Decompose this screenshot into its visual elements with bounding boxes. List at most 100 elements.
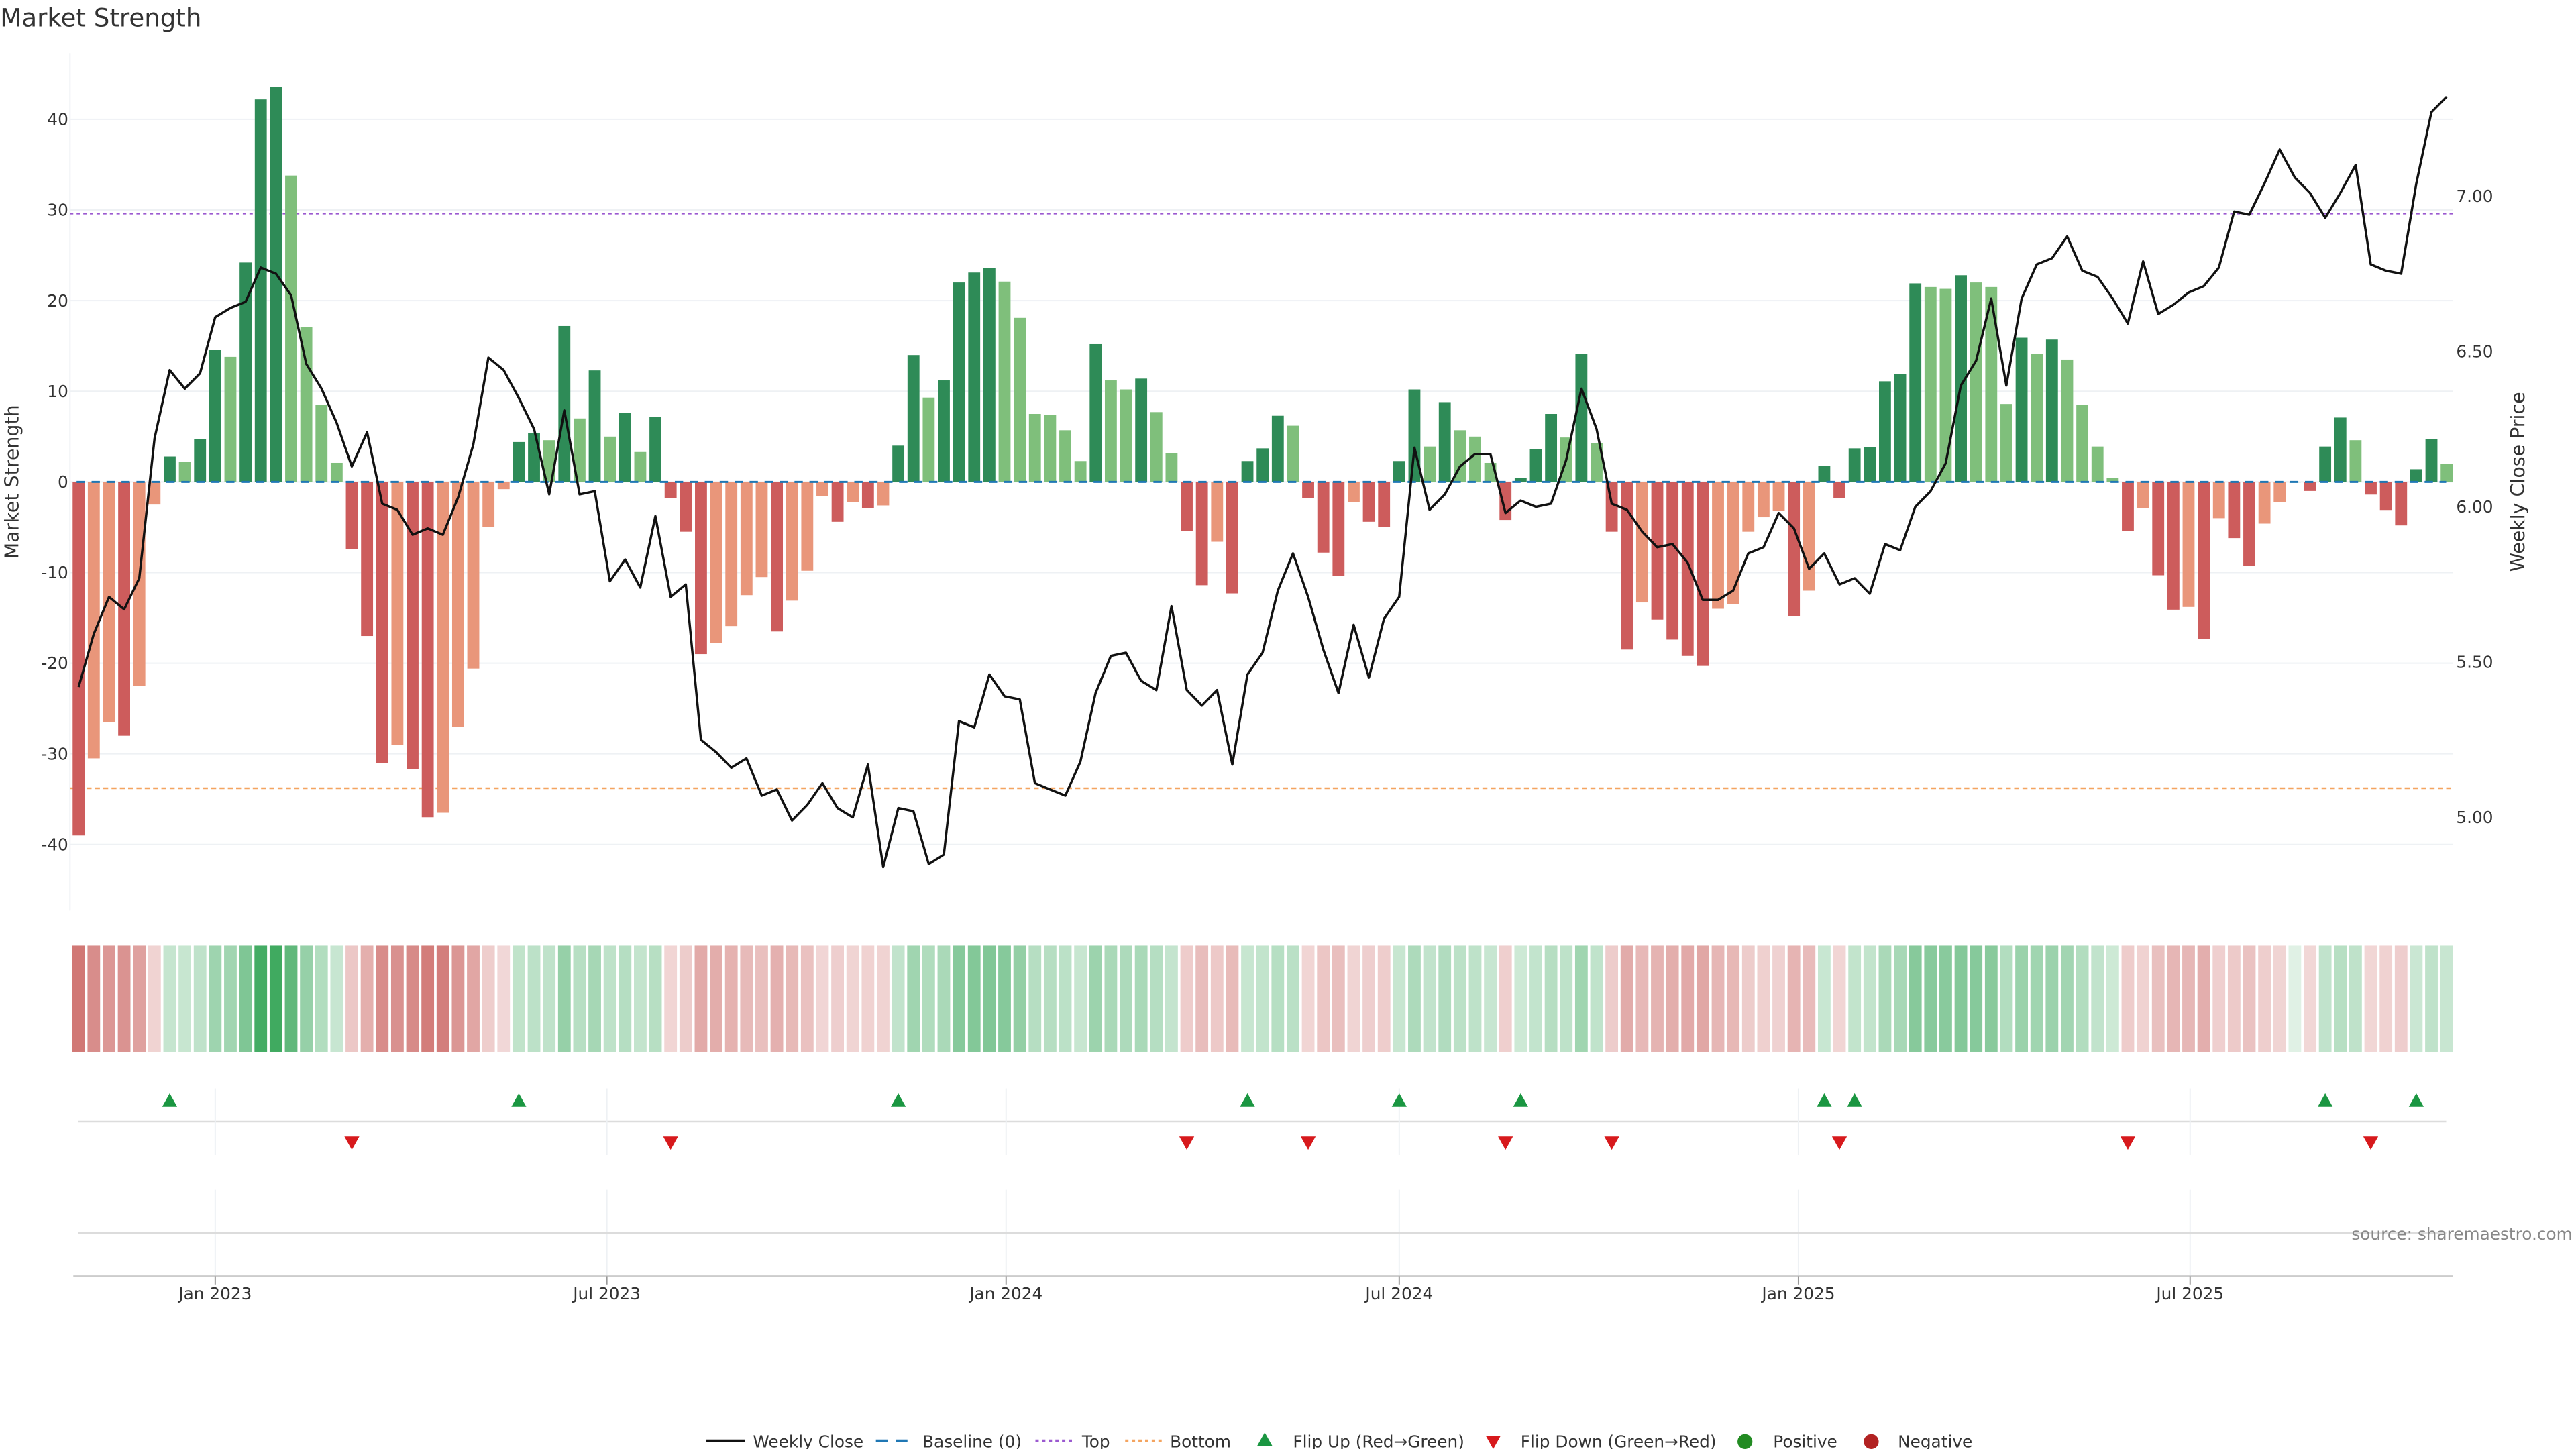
strength-bar (1788, 482, 1801, 616)
strength-bar (178, 462, 191, 482)
legend-negative-icon (1864, 1434, 1879, 1449)
heatmap-cell (224, 945, 237, 1052)
strength-bar (695, 482, 707, 655)
heatmap-cell (1453, 945, 1466, 1052)
strength-bar (1104, 380, 1117, 482)
heatmap-cell (1560, 945, 1573, 1052)
heatmap-cell (1134, 945, 1148, 1052)
strength-bar (725, 482, 738, 627)
strength-bar (391, 482, 404, 745)
strength-bar (2379, 482, 2392, 511)
heatmap-cell (254, 945, 268, 1052)
strength-bar (1605, 482, 1618, 532)
heatmap-cell (588, 945, 601, 1052)
strength-bar (1302, 482, 1314, 498)
x-tick-label: Jul 2024 (1364, 1284, 1433, 1303)
left-tick-label: 10 (47, 382, 68, 401)
strength-bar (2410, 469, 2422, 482)
strength-bar (1120, 389, 1132, 482)
heatmap-cell (2212, 945, 2226, 1052)
flip-up-marker (2408, 1093, 2424, 1107)
left-tick-label: 30 (47, 201, 68, 220)
strength-bar (938, 380, 950, 482)
heatmap-cell (1377, 945, 1391, 1052)
legend-negative-label: Negative (1898, 1432, 1972, 1449)
strength-bar (376, 482, 388, 763)
heatmap-cell (755, 945, 768, 1052)
strength-bar (1393, 461, 1405, 482)
strength-bar (2349, 440, 2362, 482)
heatmap-cell (1727, 945, 1740, 1052)
strength-bar (2000, 404, 2012, 482)
strength-bar (254, 99, 267, 482)
heatmap-cell (1210, 945, 1224, 1052)
strength-bar (2091, 446, 2104, 482)
strength-bar (1772, 482, 1785, 511)
strength-bar (740, 482, 753, 596)
strength-bar (2061, 359, 2074, 482)
heatmap-cell (2061, 945, 2074, 1052)
left-tick-label: 20 (47, 291, 68, 311)
heatmap-cell (133, 945, 146, 1052)
strength-bar (1271, 415, 1284, 482)
heatmap-cell (1165, 945, 1178, 1052)
strength-bar (1044, 415, 1057, 482)
heatmap-cell (831, 945, 845, 1052)
strength-bar (1256, 448, 1269, 482)
strength-bar (1195, 482, 1208, 586)
strength-bar (831, 482, 844, 522)
legend-flip-up-icon (1257, 1432, 1273, 1446)
heatmap-cell (710, 945, 722, 1052)
strength-bar (1697, 482, 1709, 666)
left-tick-label: -30 (41, 744, 68, 763)
heatmap-cell (1544, 945, 1558, 1052)
left-axis-ticks: -40 -30 -20 -10 0 10 20 30 40 (41, 110, 68, 855)
flip-up-marker (1240, 1093, 1255, 1107)
heatmap-cell (1924, 945, 1937, 1052)
strength-bar (1970, 282, 1982, 482)
strength-bar (786, 482, 798, 601)
heatmap-cell (1438, 945, 1452, 1052)
heatmap-cell (2318, 945, 2332, 1052)
heatmap-cell (512, 945, 525, 1052)
heatmap-cell (1711, 945, 1725, 1052)
heatmap-cell (1651, 945, 1664, 1052)
heatmap-cell (1301, 945, 1315, 1052)
flip-down-marker (1831, 1136, 1847, 1150)
heatmap-cell (664, 945, 678, 1052)
strength-bar (2137, 482, 2149, 508)
strength-bar (710, 482, 722, 643)
strength-bar (1074, 461, 1087, 482)
left-tick-label: -10 (41, 563, 68, 582)
heatmap-cell (2364, 945, 2377, 1052)
strength-bar (2273, 482, 2286, 502)
heatmap-cell (497, 945, 511, 1052)
strength-bar (2304, 482, 2316, 491)
flip-down-marker (1179, 1136, 1195, 1150)
strength-bar (588, 370, 601, 482)
heatmap-cell (421, 945, 435, 1052)
strength-bar (209, 350, 221, 482)
strength-bar (2106, 478, 2119, 482)
strength-bar (72, 482, 85, 836)
heatmap-cell (2000, 945, 2013, 1052)
heatmap-cell (2304, 945, 2316, 1052)
heatmap-cell (1256, 945, 1269, 1052)
strength-bar (983, 268, 996, 482)
heatmap-cell (163, 945, 176, 1052)
heatmap-cell (1287, 945, 1299, 1052)
strength-bar (558, 325, 571, 482)
heatmap-cell (1408, 945, 1421, 1052)
heatmap-cell (1696, 945, 1709, 1052)
strength-bar (2258, 482, 2271, 524)
strength-bar (1332, 482, 1345, 576)
heatmap-cell (390, 945, 404, 1052)
strength-bar (2395, 482, 2408, 526)
heatmap-cell (117, 945, 131, 1052)
heatmap-cell (2091, 945, 2104, 1052)
strength-bar (239, 262, 252, 482)
heatmap-cell (2440, 945, 2453, 1052)
heatmap-cell (2410, 945, 2423, 1052)
heatmap-cell (800, 945, 814, 1052)
left-tick-label: 0 (58, 472, 68, 492)
